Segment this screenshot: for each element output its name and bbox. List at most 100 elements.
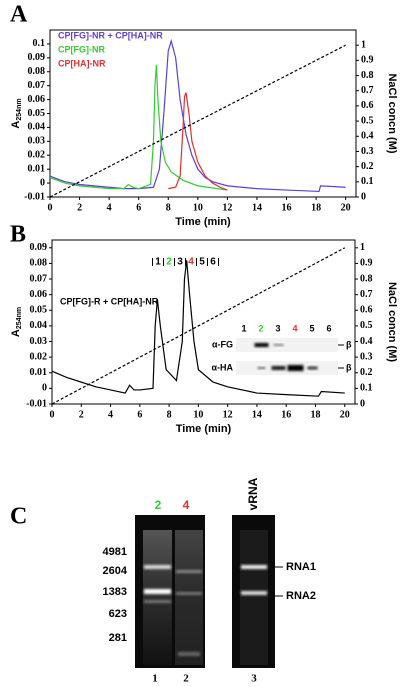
y-axis-label-main: A — [10, 121, 22, 129]
y2-tick-label: 0.9 — [360, 258, 373, 269]
y2-tick-label: 0.9 — [361, 55, 374, 66]
band-label: RNA1 — [286, 561, 316, 573]
x-tick-label: 14 — [252, 409, 262, 420]
y-tick-label: 0.05 — [28, 108, 46, 119]
y2-tick-label: 0.4 — [361, 131, 374, 142]
legend-label: CP[FG]-NR — [58, 44, 105, 54]
x-tick-label: 6 — [136, 202, 141, 213]
legend-label: CP[HA]-NR — [58, 58, 106, 68]
y2-tick-label: 0.5 — [361, 115, 374, 126]
y2-tick-label: 0 — [360, 398, 365, 409]
y-tick-label: 0.06 — [28, 94, 46, 105]
blot-row-label: α-HA — [211, 362, 233, 372]
band-label: RNA2 — [286, 590, 316, 602]
y-tick-label: 0.01 — [28, 163, 46, 174]
x-tick-label: 20 — [340, 409, 350, 420]
trace-line — [168, 92, 228, 191]
gel-band — [144, 589, 171, 594]
x-axis-label: Time (min) — [176, 423, 232, 435]
lane-top-label: 2 — [155, 498, 162, 512]
gel-lane — [143, 530, 172, 665]
panel-label: C — [10, 504, 27, 530]
ladder-label: 1383 — [103, 586, 127, 598]
y2-tick-label: 0.6 — [360, 305, 373, 316]
gel-band — [176, 592, 202, 595]
blot-band — [257, 367, 266, 369]
gel-lane — [240, 530, 268, 665]
y-tick-label: -0.01 — [26, 398, 47, 409]
ladder-label: 4981 — [103, 546, 127, 558]
blot-band — [307, 366, 318, 370]
y2-tick-label: 0.5 — [360, 320, 373, 331]
x-tick-label: 16 — [282, 202, 292, 213]
x-tick-label: 16 — [281, 409, 291, 420]
panel-label: B — [10, 222, 26, 248]
y-tick-label: 0.1 — [33, 38, 46, 49]
y-tick-label: 0.09 — [28, 52, 46, 63]
blot-strip — [236, 338, 338, 352]
x-tick-label: 20 — [341, 202, 351, 213]
y2-tick-label: 0.1 — [361, 176, 374, 187]
y-tick-label: 0.02 — [28, 150, 46, 161]
blot-marker: β — [346, 362, 352, 372]
y2-tick-label: 0.4 — [360, 336, 373, 347]
gel-lane — [175, 530, 203, 665]
inset-lane-label: 3 — [275, 323, 280, 333]
y2-tick-label: 0.1 — [360, 383, 373, 394]
y-axis-label-sub: 254nm — [16, 307, 23, 329]
y-tick-label: 0.03 — [28, 136, 46, 147]
x-tick-label: 4 — [108, 409, 113, 420]
lane-top-label: vRNA — [246, 477, 260, 510]
y-tick-label: 0.08 — [30, 258, 48, 269]
y-axis-label-main: A — [10, 329, 22, 337]
y2-tick-label: 0.3 — [360, 351, 373, 362]
blot-band — [287, 365, 304, 371]
blot-row-label: α-FG — [212, 339, 233, 349]
x-tick-label: 8 — [167, 409, 172, 420]
inset-lane-label: 6 — [326, 323, 331, 333]
y-tick-label: -0.01 — [24, 191, 45, 202]
lane-number: 1 — [152, 673, 158, 685]
gel-band — [241, 591, 267, 595]
blot-strip — [236, 361, 338, 375]
x-tick-label: 2 — [77, 202, 82, 213]
gel-band — [176, 570, 202, 573]
x-tick-label: 18 — [310, 409, 320, 420]
inset-lane-label: 4 — [292, 323, 297, 333]
chart: 0 2 4 6 8 10 12 14 16 18 20-0.0100.010.020.030.040… — [10, 29, 398, 228]
legend-label: CP[FG]-R + CP[HA]-NR — [60, 296, 159, 306]
plot-frame — [51, 239, 356, 405]
y-axis-label-sub: 254nm — [16, 98, 23, 120]
inset-lane-label: 1 — [241, 323, 246, 333]
lane-number: 3 — [251, 673, 257, 685]
y2-tick-label: 0.8 — [361, 70, 374, 81]
fraction-label: 4 — [188, 257, 194, 268]
x-tick-label: 4 — [107, 202, 112, 213]
chart: 0 2 4 6 8 10 12 14 16 18 20-0.0100.010.020.030.040… — [10, 239, 398, 435]
y2-axis-label: NaCl concn (M) — [386, 282, 398, 362]
y-tick-label: 0.07 — [28, 80, 46, 91]
x-tick-label: 14 — [252, 202, 262, 213]
y-tick-label: 0.04 — [28, 122, 46, 133]
x-axis-label: Time (min) — [175, 216, 231, 228]
y2-tick-label: 0.3 — [361, 146, 374, 157]
y-axis-label: A254nm — [10, 98, 23, 128]
gradient-line — [49, 44, 346, 198]
fraction-label: 6 — [210, 257, 216, 268]
y-tick-label: 0.05 — [30, 305, 48, 316]
x-tick-label: 2 — [79, 409, 84, 420]
x-tick-label: 0 — [48, 202, 53, 213]
fraction-label: 2 — [166, 257, 172, 268]
gel-band — [144, 600, 171, 603]
y2-tick-label: 0 — [361, 191, 366, 202]
x-tick-label: 18 — [311, 202, 321, 213]
x-tick-label: 6 — [137, 409, 142, 420]
blot-band — [254, 343, 269, 347]
fraction-label: 5 — [199, 257, 205, 268]
lane-top-label: 4 — [183, 498, 190, 512]
y-tick-label: 0.07 — [30, 273, 48, 284]
gel-band — [144, 565, 171, 569]
x-tick-label: 10 — [193, 409, 203, 420]
fraction-label: 3 — [177, 257, 183, 268]
y-tick-label: 0.02 — [30, 351, 48, 362]
